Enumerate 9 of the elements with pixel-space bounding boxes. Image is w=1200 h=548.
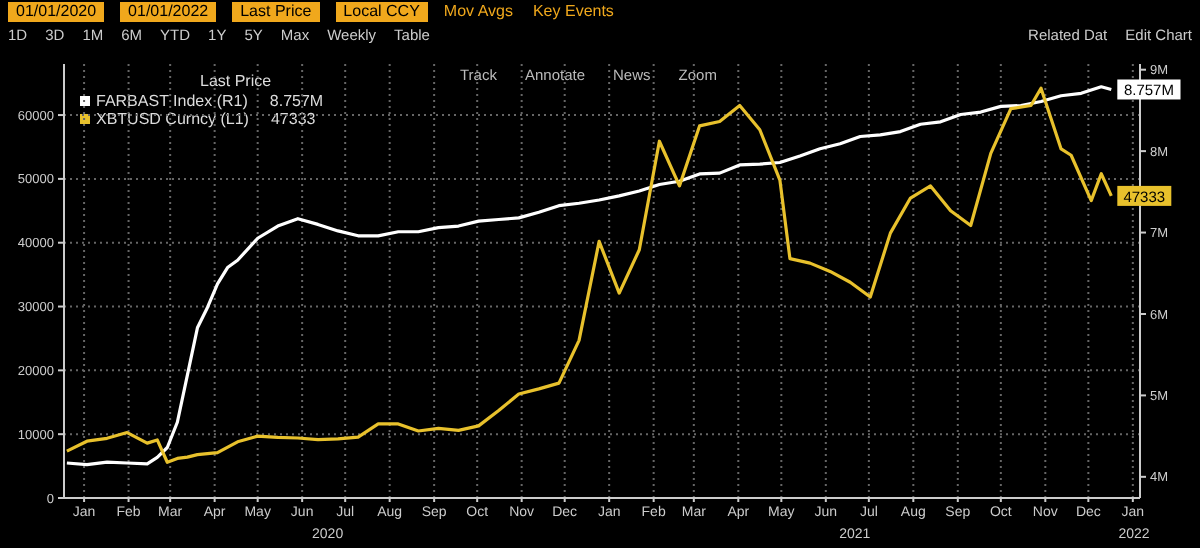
text: Local CCY (335, 2, 428, 22)
text: 01/01/2022 (120, 2, 217, 22)
legend-label: FARBAST Index (R1) (96, 92, 248, 110)
text: Mov Avgs (443, 2, 513, 22)
text: 8.757M (269, 92, 324, 110)
legend-title: Last Price (198, 72, 274, 90)
text: Last Price (232, 2, 320, 22)
text: Key Events (532, 2, 614, 22)
text: 01/01/2020 (8, 2, 105, 22)
